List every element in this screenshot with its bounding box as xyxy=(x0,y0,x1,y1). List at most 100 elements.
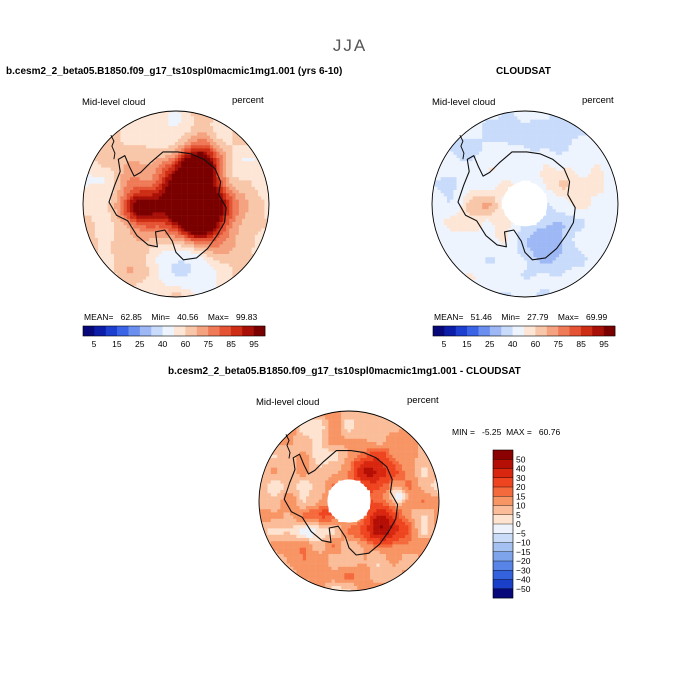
colorbar-swatch xyxy=(105,326,118,336)
colorbar-swatch xyxy=(493,459,513,469)
min-label: Min= xyxy=(501,312,521,322)
difference-map-coastline xyxy=(283,450,399,556)
colorbar-tick-label: −50 xyxy=(516,584,531,594)
colorbar-tick-label: 30 xyxy=(516,473,526,483)
colorbar-swatch xyxy=(83,326,95,336)
colorbar-swatch xyxy=(580,326,593,336)
cloudsat-map-south-america-coast xyxy=(459,134,465,160)
colorbar-swatch xyxy=(493,533,513,543)
bottom-units-label: percent xyxy=(407,395,439,406)
cloudsat-map-no-data-hole xyxy=(502,181,548,227)
figure-title: JJA xyxy=(332,36,368,55)
colorbar-swatch xyxy=(174,326,186,336)
colorbar-tick-label: 10 xyxy=(516,501,526,511)
colorbar-tick-label: 25 xyxy=(135,339,145,349)
colorbar-tick-label: 95 xyxy=(249,339,259,349)
colorbar-tick-label: 75 xyxy=(554,339,564,349)
colorbar-swatch xyxy=(433,326,445,336)
colorbar-swatch xyxy=(493,450,513,460)
colorbar-swatch xyxy=(512,326,525,336)
colorbar-cloudsat: 5 15 25 40 60 75 85 95 xyxy=(432,325,616,349)
colorbar-tick-label: 15 xyxy=(462,339,472,349)
colorbar-tick-label: 15 xyxy=(112,339,122,349)
colorbar-swatch xyxy=(493,496,513,506)
colorbar-tick-label: 40 xyxy=(158,339,168,349)
top-left-title: b.cesm2_2_beta05.B1850.f09_g17_ts10spl0m… xyxy=(6,66,343,77)
min-value: 27.79 xyxy=(527,312,549,322)
colorbar-swatch xyxy=(162,326,175,336)
colorbar-swatch xyxy=(253,326,266,336)
max-value: 69.99 xyxy=(585,312,608,322)
map-cloudsat xyxy=(431,110,619,298)
colorbar-swatch xyxy=(94,326,107,336)
top-right-title: CLOUDSAT xyxy=(496,66,551,77)
colorbar-swatch xyxy=(535,326,548,336)
colorbar-swatch xyxy=(558,326,570,336)
colorbar-frame xyxy=(432,325,616,337)
colorbar-swatch xyxy=(493,561,513,571)
cloudsat-map-field xyxy=(432,111,618,297)
colorbar-swatch xyxy=(242,326,254,336)
colorbar-tick-label: 50 xyxy=(516,454,526,464)
bottom-title: b.cesm2_2_beta05.B1850.f09_g17_ts10spl0m… xyxy=(168,366,521,377)
cloudsat-map-frame xyxy=(431,110,619,298)
bottom-field-label: Mid-level cloud xyxy=(256,397,320,408)
colorbar-swatch xyxy=(493,542,513,553)
colorbar-swatch xyxy=(493,570,513,580)
colorbar-swatch xyxy=(185,326,198,336)
mean-value: 51.46 xyxy=(470,312,492,322)
colorbar-frame xyxy=(492,449,514,599)
colorbar-tick-label: 5 xyxy=(442,339,447,349)
colorbar-tick-label: −40 xyxy=(516,575,531,585)
colorbar-frame xyxy=(82,325,266,337)
colorbar-swatch xyxy=(493,505,513,516)
mean-label: MEAN= xyxy=(84,312,114,322)
colorbar-swatch xyxy=(493,468,513,479)
top-left-field-label: Mid-level cloud xyxy=(82,97,146,108)
colorbar-swatch xyxy=(493,524,513,534)
colorbar-swatch xyxy=(444,326,457,336)
colorbar-swatch xyxy=(569,326,582,336)
colorbar-swatch xyxy=(208,326,220,336)
colorbar-tick-label: 85 xyxy=(226,339,236,349)
colorbar-swatch xyxy=(489,326,502,336)
model-map-frame xyxy=(82,110,270,298)
colorbar-tick-label: −5 xyxy=(516,528,526,538)
colorbar-tick-label: −10 xyxy=(516,538,531,548)
min-value: 40.56 xyxy=(177,312,199,322)
colorbar-tick-label: 60 xyxy=(531,339,541,349)
model-map-coastline xyxy=(108,151,227,261)
colorbar-tick-label: 60 xyxy=(181,339,191,349)
colorbar-tick-label: 5 xyxy=(516,510,521,520)
colorbar-swatch xyxy=(603,326,616,336)
colorbar-swatch xyxy=(117,326,129,336)
colorbar-tick-label: 15 xyxy=(516,491,526,501)
max-label: Max= xyxy=(207,312,229,322)
min-label: Min= xyxy=(151,312,171,322)
mean-value: 62.85 xyxy=(120,312,142,322)
difference-map-field xyxy=(259,411,439,591)
colorbar-swatch xyxy=(493,579,513,590)
difference-map-south-america-coast xyxy=(285,434,291,459)
colorbar-swatch xyxy=(493,514,513,525)
colorbar-model: 5 15 25 40 60 75 85 95 xyxy=(82,325,266,349)
colorbar-swatch xyxy=(219,326,232,336)
map-model xyxy=(82,110,270,298)
colorbar-tick-label: 95 xyxy=(599,339,609,349)
colorbar-swatch xyxy=(493,588,513,599)
colorbar-swatch xyxy=(478,326,491,336)
model-map-south-america-coast xyxy=(110,134,116,160)
colorbar-tick-label: −20 xyxy=(516,556,531,566)
top-right-field-label: Mid-level cloud xyxy=(432,97,496,108)
colorbar-tick-label: 85 xyxy=(576,339,586,349)
max-value: 99.83 xyxy=(235,312,258,322)
cloudsat-map-coastline xyxy=(457,151,576,261)
colorbar-swatch xyxy=(493,477,513,488)
top-left-stats: MEAN= 62.85 Min= 40.56 Max= 99.83 xyxy=(84,312,257,322)
colorbar-tick-label: 0 xyxy=(516,519,521,529)
map-difference xyxy=(258,410,440,592)
colorbar-tick-label: 40 xyxy=(516,464,526,474)
colorbar-tick-label: 25 xyxy=(485,339,495,349)
bottom-stats: MIN = -5.25 MAX = 60.76 xyxy=(452,427,561,437)
